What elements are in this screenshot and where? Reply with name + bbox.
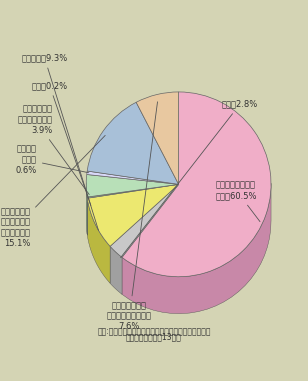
Text: 現在のままで十分
である60.5%: 現在のままで十分 である60.5%	[216, 181, 260, 222]
Text: 意識調査」（平成13年）: 意識調査」（平成13年）	[126, 332, 182, 341]
Text: 別の住宅
に移る
0.6%: 別の住宅 に移る 0.6%	[16, 145, 89, 174]
Text: その他0.2%: その他0.2%	[32, 81, 91, 205]
Wedge shape	[87, 102, 179, 184]
Text: 子どもの家に
引っ越すつもり
3.9%: 子どもの家に 引っ越すつもり 3.9%	[17, 105, 89, 195]
Polygon shape	[110, 246, 122, 294]
Wedge shape	[122, 92, 271, 277]
Polygon shape	[86, 182, 87, 234]
Text: 現在の住宅を
増改築・立替
をするつもり
15.1%: 現在の住宅を 増改築・立替 をするつもり 15.1%	[1, 135, 105, 248]
Wedge shape	[136, 92, 179, 184]
Text: 現在のままでは
不十分、何もしない
7.6%: 現在のままでは 不十分、何もしない 7.6%	[107, 102, 157, 331]
Polygon shape	[122, 183, 271, 314]
Text: 資料:内阁府「高齢者の住宅と住宅と生活環境に関する: 資料:内阁府「高齢者の住宅と住宅と生活環境に関する	[97, 328, 211, 337]
Wedge shape	[86, 174, 179, 197]
Wedge shape	[87, 184, 179, 246]
Text: わからない9.3%: わからない9.3%	[22, 54, 99, 231]
Wedge shape	[87, 184, 179, 198]
Polygon shape	[87, 198, 110, 283]
Wedge shape	[87, 171, 179, 184]
Wedge shape	[110, 184, 179, 257]
Text: 無回答2.8%: 無回答2.8%	[121, 100, 258, 258]
